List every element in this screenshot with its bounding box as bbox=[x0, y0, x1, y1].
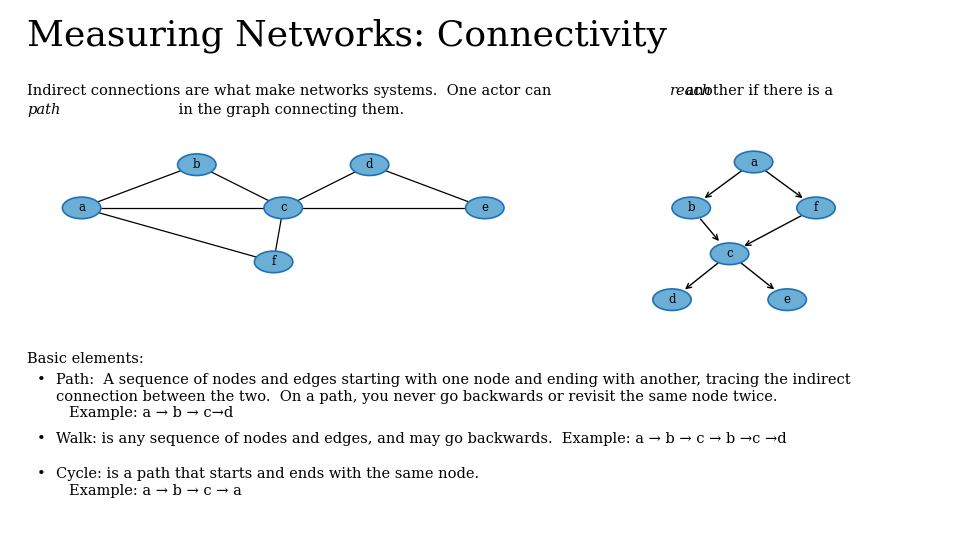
Text: Walk: is any sequence of nodes and edges, and may go backwards.  Example: a → b : Walk: is any sequence of nodes and edges… bbox=[56, 432, 786, 446]
Text: b: b bbox=[193, 158, 201, 171]
Text: c: c bbox=[280, 201, 286, 214]
Text: •: • bbox=[36, 467, 45, 481]
Text: f: f bbox=[272, 255, 276, 268]
Circle shape bbox=[734, 151, 773, 173]
Circle shape bbox=[178, 154, 216, 176]
Text: Path:  A sequence of nodes and edges starting with one node and ending with anot: Path: A sequence of nodes and edges star… bbox=[56, 373, 851, 387]
Text: Cycle: is a path that starts and ends with the same node.: Cycle: is a path that starts and ends wi… bbox=[56, 467, 479, 481]
Text: a: a bbox=[78, 201, 85, 214]
Text: Measuring Networks: Connectivity: Measuring Networks: Connectivity bbox=[27, 19, 667, 53]
Circle shape bbox=[672, 197, 710, 219]
Text: Basic elements:: Basic elements: bbox=[27, 352, 144, 366]
Text: path: path bbox=[27, 103, 60, 117]
Text: •: • bbox=[36, 432, 45, 446]
Text: reach: reach bbox=[670, 84, 711, 98]
Circle shape bbox=[254, 251, 293, 273]
Text: e: e bbox=[783, 293, 791, 306]
Circle shape bbox=[264, 197, 302, 219]
Text: in the graph connecting them.: in the graph connecting them. bbox=[174, 103, 404, 117]
Text: c: c bbox=[727, 247, 732, 260]
Circle shape bbox=[768, 289, 806, 310]
Circle shape bbox=[797, 197, 835, 219]
Text: Example: a → b → c→d: Example: a → b → c→d bbox=[69, 406, 233, 420]
Text: b: b bbox=[687, 201, 695, 214]
Text: Example: a → b → c → a: Example: a → b → c → a bbox=[69, 484, 242, 498]
Text: f: f bbox=[814, 201, 818, 214]
Text: a: a bbox=[750, 156, 757, 168]
Text: e: e bbox=[481, 201, 489, 214]
Circle shape bbox=[350, 154, 389, 176]
Circle shape bbox=[466, 197, 504, 219]
Text: •: • bbox=[36, 373, 45, 387]
Text: connection between the two.  On a path, you never go backwards or revisit the sa: connection between the two. On a path, y… bbox=[56, 390, 778, 404]
Text: d: d bbox=[366, 158, 373, 171]
Text: Indirect connections are what make networks systems.  One actor can: Indirect connections are what make netwo… bbox=[27, 84, 556, 98]
Text: d: d bbox=[668, 293, 676, 306]
Circle shape bbox=[653, 289, 691, 310]
Circle shape bbox=[710, 243, 749, 265]
Circle shape bbox=[62, 197, 101, 219]
Text: another if there is a: another if there is a bbox=[681, 84, 833, 98]
